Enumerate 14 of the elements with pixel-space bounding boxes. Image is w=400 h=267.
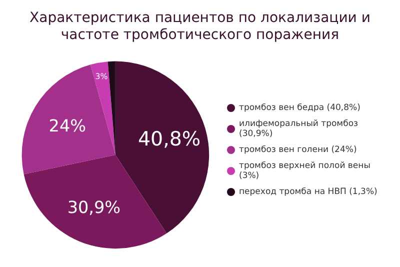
- data-label: 40,8%: [138, 127, 201, 150]
- legend-label: тромбоз верхней полой вены (3%): [239, 161, 372, 181]
- data-label: 3%: [95, 72, 108, 82]
- chart-title: Характеристика пациентов по локализации и частоте тромботического поражения: [28, 9, 372, 44]
- pie-slice: [22, 64, 116, 174]
- pie-slice: [24, 154, 167, 248]
- pie-slice: [108, 61, 116, 155]
- data-label: 30,9%: [67, 196, 121, 217]
- pie-slice: [90, 62, 116, 155]
- legend-label: тромбоз вен бедра (40,8%): [239, 103, 360, 113]
- legend-label: илифеморальный тромбоз (30,9%): [239, 119, 360, 139]
- legend-label: тромбоз вен голени (24%): [239, 145, 357, 155]
- data-label: 24%: [48, 116, 86, 136]
- legend-label: переход тромба на НВП (1,3%): [239, 187, 378, 197]
